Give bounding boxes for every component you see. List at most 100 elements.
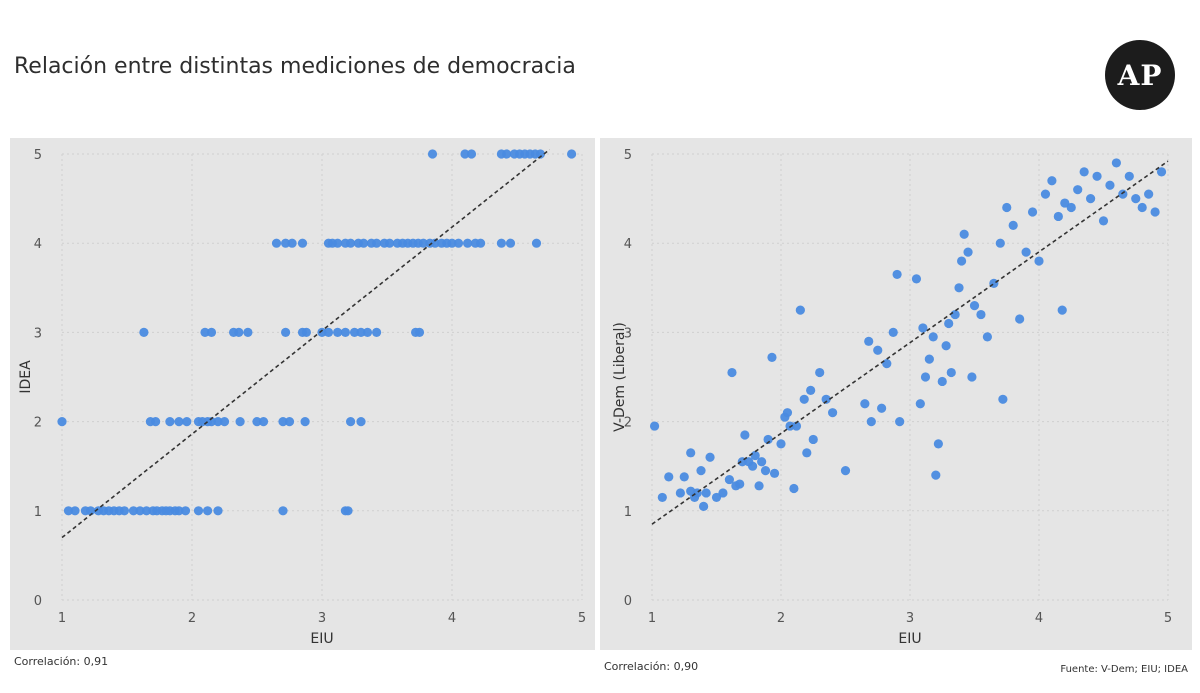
data-point — [946, 367, 956, 378]
data-point — [931, 470, 941, 480]
data-point — [969, 301, 980, 311]
data-point — [213, 506, 223, 516]
data-point — [57, 417, 67, 427]
data-point — [258, 417, 269, 427]
data-point — [278, 506, 288, 516]
data-point — [954, 283, 964, 293]
data-point — [860, 399, 870, 409]
data-point — [754, 481, 764, 491]
chart-title: Relación entre distintas mediciones de d… — [14, 54, 576, 79]
data-point — [362, 327, 373, 337]
data-point — [346, 238, 356, 248]
data-point — [799, 394, 809, 404]
data-point — [873, 345, 883, 355]
data-point — [430, 238, 440, 248]
data-point — [664, 472, 674, 482]
data-point — [252, 417, 262, 427]
scatter-panel-eiu-vdem: 0 1 2 3 4 5 1 2 3 4 5 EIU V-Dem (Liberal) — [600, 138, 1192, 650]
data-point — [1040, 189, 1051, 199]
source-note: Fuente: V-Dem; EIU; IDEA — [1060, 664, 1188, 675]
data-point — [297, 238, 308, 248]
data-point — [505, 238, 516, 248]
y-tick-label: 0 — [34, 594, 42, 609]
y-tick-label: 1 — [624, 505, 632, 520]
data-point — [243, 327, 253, 337]
x-tick-label: 1 — [58, 611, 66, 626]
data-point — [1073, 185, 1083, 195]
data-point — [795, 305, 805, 315]
trend-line — [651, 160, 1169, 525]
data-point — [767, 352, 777, 362]
data-point — [808, 434, 818, 445]
data-point — [476, 238, 486, 248]
data-point — [782, 408, 793, 418]
data-point — [911, 274, 922, 284]
data-point — [740, 430, 750, 440]
data-point — [1150, 207, 1160, 217]
data-point — [317, 327, 327, 337]
data-point — [531, 238, 542, 248]
y-tick-label: 3 — [624, 326, 632, 341]
data-point — [301, 327, 311, 337]
y-tick-label: 4 — [34, 237, 42, 252]
data-point — [128, 506, 139, 516]
data-point — [967, 372, 977, 382]
data-point — [287, 238, 297, 248]
trend-line — [61, 148, 550, 539]
x-tick-label: 2 — [777, 611, 785, 626]
data-point — [414, 327, 425, 337]
x-tick-label: 3 — [906, 611, 914, 626]
scatter-chart-eiu-vdem: 0 1 2 3 4 5 1 2 3 4 5 EIU V-Dem (Liberal) — [612, 148, 1172, 647]
data-point — [866, 417, 876, 427]
data-point — [696, 466, 706, 476]
data-point — [924, 354, 934, 364]
data-point — [701, 488, 711, 498]
data-point — [281, 238, 291, 248]
data-point — [1131, 194, 1141, 204]
data-point — [1118, 189, 1128, 199]
data-point — [976, 309, 986, 320]
y-tick-label: 2 — [34, 416, 42, 431]
data-point — [323, 327, 334, 337]
data-point — [815, 367, 825, 378]
data-point — [785, 421, 795, 431]
data-point — [1057, 305, 1067, 315]
data-point — [705, 452, 715, 462]
data-point — [1066, 202, 1076, 213]
correlation-label-vdem: Correlación: 0,90 — [604, 660, 699, 673]
data-point — [941, 341, 951, 351]
data-point — [271, 238, 282, 248]
data-point — [418, 238, 428, 248]
data-point — [1105, 180, 1115, 190]
data-point — [447, 238, 457, 248]
data-point — [356, 327, 366, 337]
data-point — [165, 417, 175, 427]
data-point — [769, 468, 780, 478]
data-point — [359, 238, 369, 248]
y-tick-label: 3 — [34, 326, 42, 341]
data-point — [119, 506, 129, 516]
data-point — [748, 461, 758, 471]
data-point — [944, 318, 954, 329]
data-point — [141, 506, 152, 516]
data-point — [86, 506, 96, 516]
data-point — [1111, 158, 1121, 168]
data-point — [1027, 207, 1038, 217]
data-point — [895, 417, 905, 427]
data-point — [699, 501, 709, 511]
data-point — [982, 332, 992, 342]
x-tick-label: 5 — [1164, 611, 1172, 626]
data-point — [200, 327, 210, 337]
x-tick-label: 2 — [188, 611, 196, 626]
data-point — [1086, 194, 1096, 204]
data-point — [346, 417, 356, 427]
data-point — [180, 506, 191, 516]
y-tick-label: 5 — [624, 148, 632, 163]
data-point — [763, 434, 773, 445]
x-axis-label: EIU — [310, 631, 333, 647]
data-point — [284, 417, 295, 427]
data-point — [1156, 167, 1167, 177]
data-point — [963, 247, 973, 257]
data-point — [998, 394, 1008, 404]
data-point — [933, 439, 943, 449]
